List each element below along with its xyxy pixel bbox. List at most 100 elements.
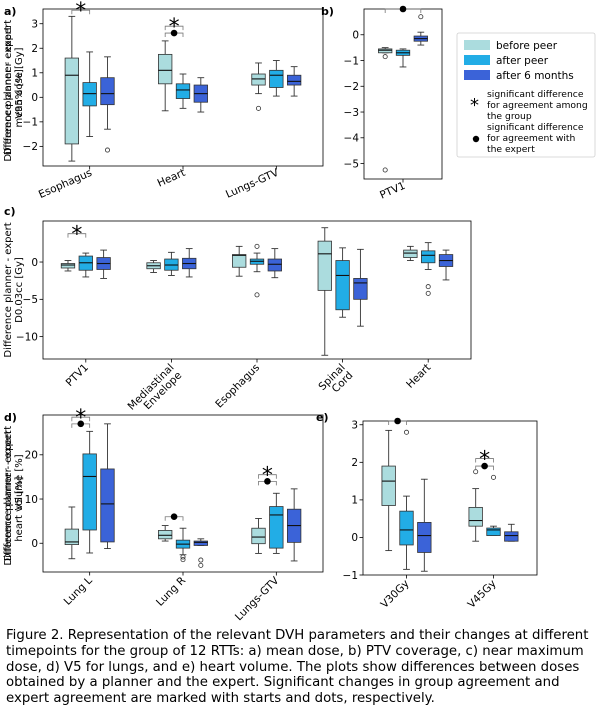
panel-a-box-heart-after-6-months [193, 77, 208, 113]
panel-c-box-spinal-cord-after-peer [335, 247, 350, 318]
box-body [403, 249, 418, 258]
panel-d-ytick-label: 10 [25, 494, 38, 506]
significance-dot-icon [264, 478, 271, 485]
box-outlier [418, 14, 424, 20]
panel-c-box-spinal-cord-after-6-months [353, 248, 368, 327]
panel-b-box-ptv1-before-peer [378, 47, 393, 173]
significance-star-icon: * [75, 406, 86, 431]
panel-c-label: c) [4, 205, 16, 218]
significance-dot-icon [170, 513, 178, 521]
panel-b-chart: b) −5 −4 −3 −2 −1 0 Difference planner - expert… [3, 5, 443, 202]
box-body [232, 254, 247, 268]
panel-d-marker-dot [164, 513, 184, 521]
panel-e-box-v30gy-after-6-months [417, 478, 432, 572]
box-body [486, 527, 501, 536]
box-body [381, 465, 396, 506]
box-body [100, 468, 115, 543]
box-body [269, 69, 284, 88]
panel-b-label: b) [321, 5, 334, 18]
panel-c-ytick-label: −10 [16, 331, 38, 343]
marker-bracket [258, 474, 277, 479]
panel-c-category-mediastinal-envelope: MediastinalEnvelope [126, 362, 185, 421]
panel-c-box-mediastinal-envelope-after-6-months [182, 248, 197, 278]
panel-e-label: e) [316, 411, 329, 424]
panel-a-box-esophagus-before-peer [64, 15, 79, 162]
panel-e-frame [362, 420, 538, 576]
significance-dot-icon [170, 29, 178, 37]
panel-e-ytick-label: 0 [351, 532, 358, 544]
panel-d-box-lung-l-after-peer [82, 430, 97, 554]
box-outlier [490, 474, 496, 480]
panel-c-category-ptv1: PTV1 [64, 362, 91, 389]
panel-a-ytick-label: −2 [23, 141, 38, 153]
box-body [64, 528, 79, 545]
panel-c-ytick-label: −5 [23, 294, 38, 306]
panel-d-marker-star: * [258, 464, 277, 489]
panel-b-ytick-label: −1 [344, 55, 359, 67]
legend: before peer after peer after 6 months * … [456, 32, 596, 158]
panel-e-box-v30gy-after-peer [399, 429, 414, 570]
panel-d-box-lung-r-before-peer [158, 525, 173, 542]
panel-e-box-v30gy-before-peer [381, 429, 396, 552]
panel-d-box-lungs-gtv-after-6-months [287, 488, 302, 562]
marker-bracket [67, 233, 87, 238]
panel-c-box-mediastinal-envelope-after-peer [164, 251, 179, 276]
panel-d-category-lung-l: Lung L [62, 575, 95, 608]
panel-a-label: a) [4, 5, 16, 18]
box-body [251, 73, 266, 86]
marker-bracket [164, 25, 184, 31]
panel-c-box-ptv1-before-peer [60, 260, 76, 272]
panel-e-ylabel: Difference planner - expertheart volume … [3, 430, 25, 565]
box-outlier [180, 557, 186, 563]
panel-e-ytick-label: 1 [351, 495, 358, 507]
panel-e-ytick-label: −1 [343, 570, 358, 582]
box-outlier [180, 554, 186, 560]
panel-e-category-v45gy: V45Gy [465, 578, 498, 611]
legend-label-dot: significant difference for agreement wit… [487, 122, 586, 155]
legend-swatch-before [464, 40, 490, 50]
box-body [193, 540, 208, 546]
panel-c-box-esophagus-after-6-months [267, 248, 282, 279]
box-body [504, 531, 519, 542]
panel-d-ytick-label: 20 [25, 450, 38, 462]
panel-a-box-heart-before-peer [158, 40, 173, 112]
box-outlier [403, 429, 409, 435]
panel-d-marker-dot [258, 478, 277, 486]
box-outlier [382, 167, 388, 173]
significance-star-icon: * [262, 464, 273, 489]
panel-b-ytick-label: 0 [352, 30, 359, 42]
panel-a-chart: a) −2 −1 0 1 2 3 Difference planner - expertmea… [3, 0, 324, 201]
panel-b-ytick-label: −4 [344, 133, 360, 145]
box-outlier [198, 562, 204, 568]
box-outlier [473, 469, 479, 475]
panel-a-ytick-label: 1 [31, 68, 38, 80]
box-outlier [425, 290, 431, 296]
figure-caption: Figure 2. Representation of the relevant… [6, 628, 589, 707]
legend-swatch-after [464, 55, 490, 65]
box-body [158, 530, 173, 540]
panel-a-box-lungs-gtv-after-peer [269, 60, 284, 97]
panel-d-category-lungs-gtv: Lungs-GTV [233, 574, 282, 623]
legend-dot-icon [472, 135, 480, 143]
panel-c-box-heart-before-peer [403, 245, 418, 261]
box-body [287, 74, 302, 86]
legend-label-before: before peer [496, 40, 558, 52]
panel-b-box-ptv1-after-6-months [413, 14, 428, 46]
box-body [251, 527, 266, 545]
panel-b-ytick-label: −5 [344, 158, 359, 170]
legend-label-after: after peer [496, 55, 549, 67]
panel-c-box-heart-after-peer [421, 242, 436, 296]
panel-c-box-ptv1-after-peer [78, 252, 93, 278]
panel-c-ytick-label: 0 [31, 257, 38, 269]
box-body [399, 510, 414, 546]
panel-d-box-lungs-gtv-before-peer [251, 518, 266, 554]
panel-d-box-lung-r-after-6-months [193, 538, 208, 568]
legend-label-star: significant difference for agreement amo… [487, 89, 591, 122]
significance-dot-icon [394, 417, 401, 425]
panel-a-category-lungs-gtv: Lungs-GTV [224, 166, 281, 200]
marker-bracket [475, 458, 494, 463]
panel-d-box-lungs-gtv-after-peer [269, 492, 284, 554]
panel-d-box-lung-l-before-peer [64, 506, 79, 560]
legend-swatch-after6 [464, 70, 490, 80]
